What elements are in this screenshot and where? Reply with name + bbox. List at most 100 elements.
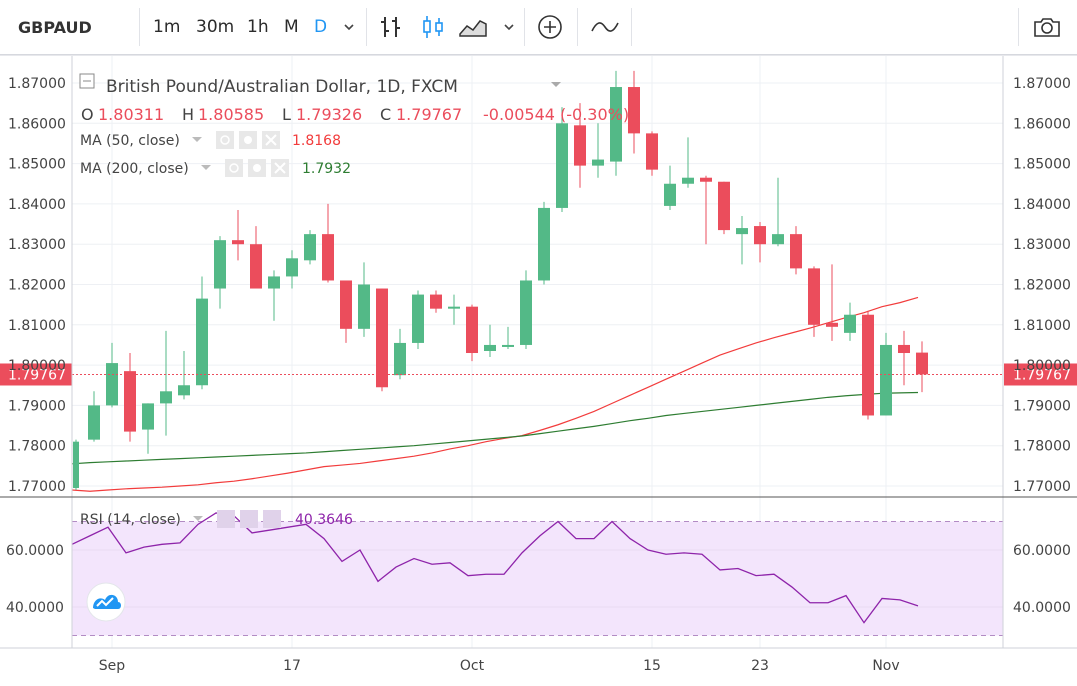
right-last-price-label: 1.79767 xyxy=(1013,367,1071,383)
interval-month-button[interactable]: M xyxy=(284,17,299,37)
interval-30m-button[interactable]: 30m xyxy=(196,17,235,37)
rsi-visibility-icon[interactable] xyxy=(217,510,235,528)
right-last-price-badge xyxy=(1004,363,1077,386)
left-price-tick: 1.79000 xyxy=(8,398,66,414)
left-price-tick: 1.81000 xyxy=(8,318,66,334)
right-price-tick: 1.82000 xyxy=(1013,278,1071,294)
time-tick-label: 17 xyxy=(283,658,301,674)
candle xyxy=(268,270,280,321)
camera-snapshot-icon[interactable] xyxy=(1032,0,1062,54)
interval-dropdown-chevron-icon[interactable] xyxy=(342,0,356,54)
candle xyxy=(394,328,406,380)
candle-body xyxy=(466,306,478,354)
candle xyxy=(448,294,460,325)
ma200-line xyxy=(71,391,919,465)
toolbar-divider xyxy=(1018,8,1019,46)
candle xyxy=(826,264,838,341)
candle-body xyxy=(736,228,748,235)
candle-body xyxy=(772,234,784,245)
interval-1h-button[interactable]: 1h xyxy=(247,17,269,37)
candle xyxy=(592,123,604,178)
open-value: 1.80311 xyxy=(98,105,164,124)
chart-area[interactable]: 1.79767 1.79767 1.77000 1.77000 1.78000 1.78… xyxy=(0,56,1077,686)
candle-body xyxy=(430,294,442,309)
last-price-line: 1.79767 1.79767 xyxy=(0,363,1077,386)
candle xyxy=(376,288,388,392)
candle-body xyxy=(556,123,568,208)
ma200-visibility-icon[interactable] xyxy=(225,159,243,177)
candle xyxy=(232,209,244,261)
symbol-button[interactable]: GBPAUD xyxy=(18,17,92,37)
candle-body xyxy=(862,314,874,416)
candle-body xyxy=(178,385,190,396)
rsi-left-tick: 40.0000 xyxy=(6,600,64,616)
right-price-tick: 1.84000 xyxy=(1013,197,1071,213)
candle xyxy=(700,175,712,245)
time-tick-label: Sep xyxy=(99,658,126,674)
candle xyxy=(73,439,79,491)
candle xyxy=(646,131,658,176)
axes: 1.77000 1.77000 1.78000 1.78000 1.79000 1.790… xyxy=(6,76,1071,674)
candle xyxy=(916,341,928,393)
title-menu-chevron-icon[interactable] xyxy=(551,82,561,87)
candle xyxy=(538,201,550,285)
area-style-icon[interactable] xyxy=(458,0,488,54)
chart-title: British Pound/Australian Dollar, 1D, FXC… xyxy=(106,77,458,97)
high-value: 1.80585 xyxy=(198,105,264,124)
indicators-icon[interactable] xyxy=(590,0,620,54)
candle xyxy=(178,350,190,400)
ma50-line xyxy=(71,296,919,492)
candles-style-icon[interactable] xyxy=(420,0,446,54)
candle xyxy=(430,290,442,313)
left-price-tick: 1.77000 xyxy=(8,479,66,495)
candle-body xyxy=(160,391,172,404)
rsi-line xyxy=(71,512,919,624)
interval-1m-button[interactable]: 1m xyxy=(153,17,181,37)
candle-body xyxy=(304,234,316,261)
tradingview-logo-icon[interactable] xyxy=(86,582,126,622)
candle-body xyxy=(592,159,604,166)
candle xyxy=(754,222,766,263)
ma50-visibility-icon[interactable] xyxy=(216,131,234,149)
left-price-tick: 1.82000 xyxy=(8,278,66,294)
left-price-tick: 1.80000 xyxy=(8,358,66,374)
ma50-label: MA (50, close) xyxy=(80,133,180,149)
candle xyxy=(250,226,262,289)
candle-body xyxy=(250,244,262,289)
candle-body xyxy=(844,314,856,333)
ma50-menu-chevron-icon[interactable] xyxy=(192,137,202,142)
candle-body xyxy=(73,441,79,489)
candle-body xyxy=(484,344,496,351)
rsi-settings-icon[interactable] xyxy=(240,510,258,528)
add-comparison-icon[interactable] xyxy=(536,0,564,54)
time-tick-label: Oct xyxy=(460,658,485,674)
bars-style-icon[interactable] xyxy=(378,0,404,54)
rsi-left-tick: 60.0000 xyxy=(6,543,64,559)
candle xyxy=(160,330,172,436)
candle-body xyxy=(502,344,514,347)
ma200-value: 1.7932 xyxy=(302,161,351,177)
chart-style-chevron-icon[interactable] xyxy=(502,0,516,54)
candle xyxy=(610,70,622,176)
rsi-menu-chevron-icon[interactable] xyxy=(193,516,203,521)
right-price-tick: 1.78000 xyxy=(1013,439,1071,455)
candle xyxy=(502,326,514,349)
candle-body xyxy=(628,87,640,134)
candle xyxy=(88,391,100,442)
time-tick-label: 15 xyxy=(643,658,661,674)
candle xyxy=(124,353,136,442)
candle-body xyxy=(700,177,712,182)
open-label: O xyxy=(81,105,94,124)
change-value: -0.00544 (-0.30%) xyxy=(483,105,629,124)
left-price-tick: 1.86000 xyxy=(8,116,66,132)
candle xyxy=(142,403,154,454)
right-price-tick: 1.87000 xyxy=(1013,76,1071,92)
rsi-right-tick: 60.0000 xyxy=(1013,543,1071,559)
candle-body xyxy=(376,288,388,388)
ma200-menu-chevron-icon[interactable] xyxy=(201,165,211,170)
candle-body xyxy=(574,125,586,166)
interval-day-button[interactable]: D xyxy=(314,17,328,37)
candle-body xyxy=(232,240,244,245)
rsi-remove-icon[interactable] xyxy=(263,510,281,528)
rsi-band xyxy=(72,521,1003,636)
